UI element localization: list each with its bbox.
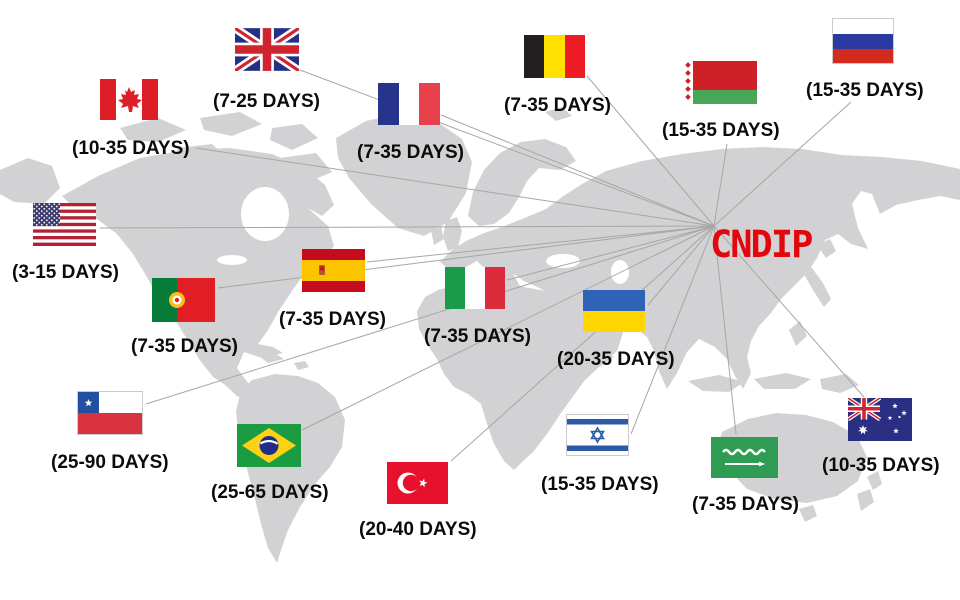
shipping-days-label: (15-35 DAYS)	[806, 80, 924, 101]
shipping-days-label: (15-35 DAYS)	[541, 474, 659, 495]
shipping-days-label: (7-35 DAYS)	[279, 309, 387, 330]
spain-flag-icon	[302, 249, 365, 292]
saudi-arabia-flag-icon	[711, 437, 778, 478]
france-flag-icon	[378, 83, 440, 125]
belgium-flag-icon	[524, 35, 585, 78]
brazil-flag-icon	[237, 424, 301, 467]
shipping-days-label: (3-15 DAYS)	[12, 262, 120, 283]
shipping-days-label: (25-65 DAYS)	[211, 482, 329, 503]
uk-flag-icon	[235, 28, 299, 71]
shipping-days-label: (20-35 DAYS)	[557, 349, 675, 370]
italy-flag-icon	[445, 267, 505, 309]
shipping-days-label: (10-35 DAYS)	[72, 138, 190, 159]
israel-flag-icon	[566, 414, 629, 456]
shipping-days-label: (10-35 DAYS)	[822, 455, 940, 476]
portugal-flag-icon	[152, 278, 215, 322]
ukraine-flag-icon	[583, 290, 645, 332]
australia-flag-icon	[848, 398, 912, 441]
continents	[0, 107, 960, 563]
shipping-route-lines	[99, 69, 865, 462]
shipping-days-label: (7-35 DAYS)	[692, 494, 800, 515]
shipping-days-label: (25-90 DAYS)	[51, 452, 169, 473]
shipping-days-label: (15-35 DAYS)	[662, 120, 780, 141]
usa-flag-icon	[33, 203, 96, 246]
shipping-days-label: (7-35 DAYS)	[424, 326, 532, 347]
hub-brand-label: CNDIP	[710, 223, 813, 266]
shipping-days-label: (7-35 DAYS)	[504, 95, 612, 116]
russia-flag-icon	[832, 18, 894, 64]
shipping-days-label: (7-35 DAYS)	[357, 142, 465, 163]
shipping-days-label: (20-40 DAYS)	[359, 519, 477, 540]
chile-flag-icon	[77, 391, 143, 435]
belarus-flag-icon	[683, 61, 757, 104]
turkey-flag-icon	[387, 462, 448, 504]
canada-flag-icon	[100, 79, 158, 120]
shipping-days-label: (7-35 DAYS)	[131, 336, 239, 357]
shipping-days-label: (7-25 DAYS)	[213, 91, 321, 112]
